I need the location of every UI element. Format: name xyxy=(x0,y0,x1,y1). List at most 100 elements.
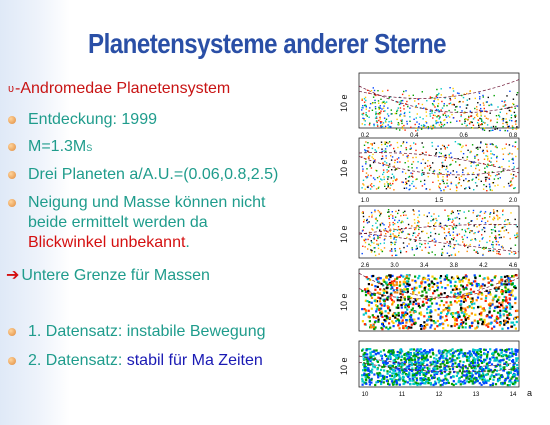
plot-point xyxy=(451,238,453,240)
plot-point xyxy=(489,377,492,380)
plot-point xyxy=(481,123,483,125)
plot-point xyxy=(449,121,452,124)
plot-point xyxy=(489,112,491,114)
plot-point xyxy=(456,357,459,360)
plot-point xyxy=(468,326,472,329)
plot-point xyxy=(427,298,430,302)
plot-point xyxy=(476,113,479,115)
plot-point xyxy=(474,353,477,356)
plot-point xyxy=(447,231,450,234)
plot-point xyxy=(464,217,467,219)
plot-point xyxy=(370,381,373,384)
plot-point xyxy=(372,365,375,368)
upsilon-symbol: υ xyxy=(8,83,15,95)
plot-point xyxy=(420,313,423,316)
plot-point xyxy=(516,309,519,312)
plot-point xyxy=(508,384,511,387)
plot-point xyxy=(361,230,364,232)
plot-point xyxy=(405,366,408,369)
plot-point xyxy=(476,154,478,157)
plot-point xyxy=(365,366,368,369)
plot-point xyxy=(376,243,378,245)
plot-point xyxy=(510,325,514,328)
plot-point xyxy=(404,281,407,284)
plot-point xyxy=(441,379,444,382)
plot-point xyxy=(512,159,514,161)
plot-point xyxy=(516,226,518,228)
plot-point xyxy=(441,226,443,229)
plot-point xyxy=(465,355,468,358)
plot-point xyxy=(380,122,382,124)
plot-point xyxy=(367,292,370,295)
plot-point xyxy=(453,223,455,225)
plot-point xyxy=(364,375,367,379)
plot-point xyxy=(516,148,519,150)
plot-point xyxy=(443,227,445,229)
plot-point xyxy=(411,175,413,177)
plot-point xyxy=(468,180,470,182)
plot-point xyxy=(404,162,406,164)
plot-point xyxy=(381,148,383,150)
plot-point xyxy=(384,102,386,105)
plot-point xyxy=(464,307,467,310)
plot-point xyxy=(499,177,501,179)
plot-point xyxy=(511,275,514,278)
plot-point xyxy=(495,237,497,239)
plot-point xyxy=(361,98,363,100)
bullet-line-3: Blickwinkel unbekannt xyxy=(28,234,186,251)
plot-point xyxy=(448,155,450,157)
plot-point xyxy=(501,382,504,385)
plot-point xyxy=(480,383,483,386)
plot-point xyxy=(415,178,417,181)
plot-point xyxy=(385,188,388,190)
plot-point xyxy=(510,114,513,116)
plot-point xyxy=(436,281,439,285)
plot-point xyxy=(378,108,380,110)
plot-point xyxy=(369,236,371,238)
plot-point xyxy=(491,104,493,106)
plot-point xyxy=(397,324,400,327)
plot-point xyxy=(412,161,415,163)
plot-point xyxy=(477,231,479,233)
plot-point xyxy=(365,150,367,152)
plot-point xyxy=(425,122,428,124)
plot-point xyxy=(368,358,371,361)
plot-point xyxy=(461,123,463,125)
plot-point xyxy=(392,283,395,286)
plot-point xyxy=(515,368,518,371)
plot-point xyxy=(383,176,385,178)
plot-point xyxy=(515,224,517,226)
plot-point xyxy=(397,228,400,231)
plot-point xyxy=(373,142,376,144)
plot-point xyxy=(406,288,409,291)
plot-point xyxy=(387,166,390,168)
plot-point xyxy=(444,112,446,114)
plot-point xyxy=(493,216,495,218)
plot-point xyxy=(363,323,366,326)
plot-point xyxy=(392,383,395,386)
plot-point xyxy=(371,293,374,296)
plot-point xyxy=(401,122,403,125)
plot-point xyxy=(384,142,386,145)
plot-point xyxy=(514,237,517,239)
plot-point xyxy=(377,187,380,189)
x-tick-label: 10 xyxy=(362,392,369,398)
plot-point xyxy=(488,370,491,373)
plot-point xyxy=(376,380,379,383)
plot-point xyxy=(432,117,434,119)
plot-point xyxy=(491,164,493,166)
plot-point xyxy=(376,226,379,228)
plot-point xyxy=(505,350,508,353)
plot-point xyxy=(391,374,394,378)
plot-point xyxy=(444,308,447,311)
plot-point xyxy=(383,280,386,283)
plot-point xyxy=(401,181,403,183)
plot-point xyxy=(377,90,379,92)
plot-point xyxy=(429,381,432,385)
plot-point xyxy=(422,303,425,306)
plot-point xyxy=(507,219,509,221)
x-tick-label: 2.6 xyxy=(361,263,370,269)
plot-point xyxy=(449,87,451,89)
plot-point xyxy=(362,215,365,218)
plot-point xyxy=(370,211,373,214)
